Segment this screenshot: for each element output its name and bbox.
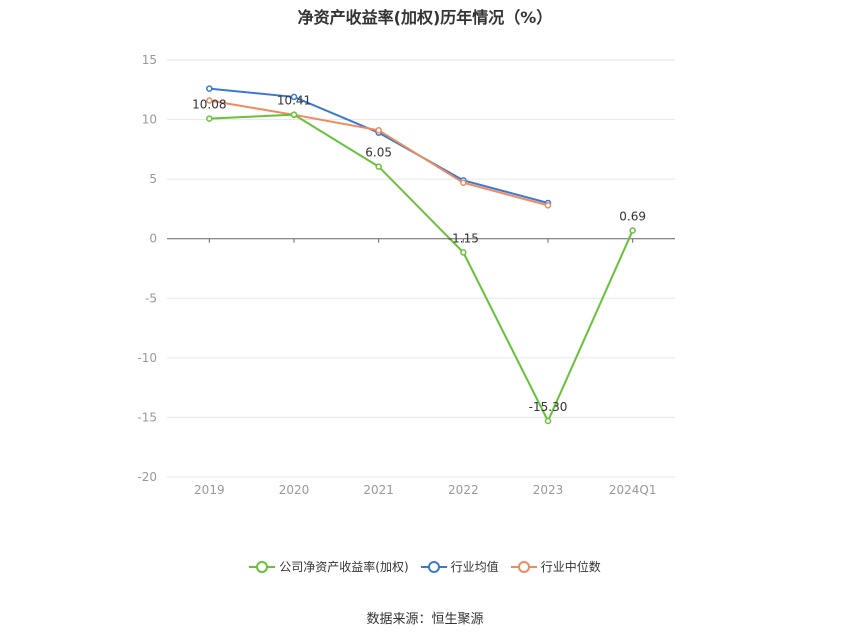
y-tick-label: 10 bbox=[142, 113, 157, 127]
legend-label: 行业中位数 bbox=[540, 560, 601, 574]
y-tick-label: 5 bbox=[149, 172, 157, 186]
x-tick-label: 2023 bbox=[533, 483, 564, 497]
series-point bbox=[206, 115, 213, 122]
x-tick-label: 2022 bbox=[448, 483, 479, 497]
chart-title: 净资产收益率(加权)历年情况（%） bbox=[297, 8, 553, 27]
x-tick-label: 2021 bbox=[363, 483, 394, 497]
data-label: 10.08 bbox=[192, 98, 226, 112]
y-tick-label: 15 bbox=[142, 53, 157, 67]
series-point bbox=[375, 127, 382, 134]
series-point bbox=[206, 85, 213, 92]
series-point bbox=[375, 163, 382, 170]
y-tick-label: -10 bbox=[137, 351, 157, 365]
data-label: -1.15 bbox=[448, 231, 479, 245]
data-label: 0.69 bbox=[619, 209, 646, 223]
series-point bbox=[206, 97, 213, 104]
y-tick-label: -15 bbox=[137, 410, 157, 424]
data-source: 数据来源：恒生聚源 bbox=[366, 612, 484, 627]
y-tick-label: -20 bbox=[137, 470, 157, 484]
legend-item[interactable]: 行业均值 bbox=[420, 558, 499, 575]
series-point bbox=[544, 202, 552, 209]
legend-marker-icon bbox=[510, 560, 537, 573]
x-tick-label: 2024Q1 bbox=[609, 483, 657, 497]
y-tick-label: 0 bbox=[149, 232, 157, 246]
series-line bbox=[209, 113, 634, 424]
legend-label: 公司净资产收益率(加权) bbox=[279, 560, 409, 574]
series-point bbox=[629, 227, 636, 234]
x-tick-label: 2019 bbox=[194, 483, 225, 497]
legend-marker-icon bbox=[420, 560, 447, 573]
legend: 公司净资产收益率(加权) 行业均值 行业中位数 bbox=[0, 558, 850, 575]
series-point bbox=[460, 179, 467, 186]
data-label: 10.41 bbox=[277, 94, 311, 108]
legend-marker-icon bbox=[249, 560, 276, 573]
legend-label: 行业均值 bbox=[450, 560, 499, 574]
data-label: 6.05 bbox=[365, 146, 392, 160]
series-point bbox=[290, 111, 298, 118]
data-label: -15.30 bbox=[529, 400, 568, 414]
series-point bbox=[460, 249, 467, 256]
y-tick-label: -5 bbox=[145, 291, 157, 305]
legend-item[interactable]: 行业中位数 bbox=[510, 558, 601, 575]
x-tick-label: 2020 bbox=[279, 483, 310, 497]
series-point bbox=[290, 93, 298, 101]
legend-item[interactable]: 公司净资产收益率(加权) bbox=[249, 558, 409, 575]
series-point bbox=[544, 417, 552, 425]
